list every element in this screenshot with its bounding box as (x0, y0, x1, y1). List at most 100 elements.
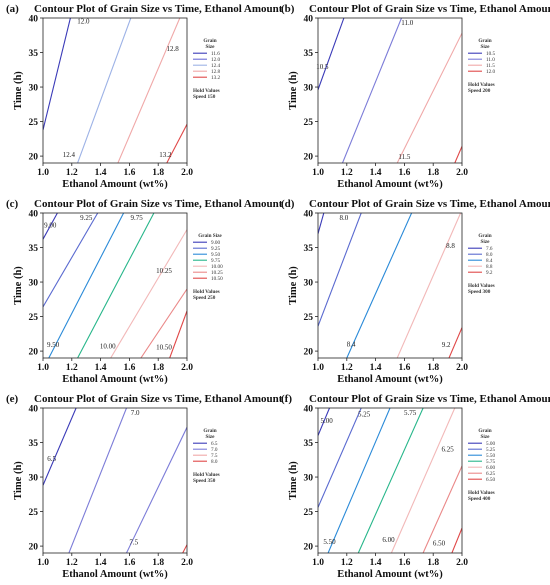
y-tick-label: 35 (29, 439, 39, 449)
y-tick-label: 35 (29, 49, 39, 59)
x-tick-label: 1.0 (37, 168, 49, 178)
hold-values-title: Hold Values (193, 289, 220, 295)
x-tick-label: 1.8 (152, 558, 164, 568)
contour-label: 9.25 (80, 214, 93, 222)
contour-line-9.25 (43, 213, 99, 308)
contour-lines (43, 18, 187, 163)
legend-item: 7.6 (486, 246, 493, 252)
contour-label: 9.2 (442, 341, 451, 349)
y-tick-label: 35 (304, 439, 314, 449)
x-axis-label: Ethanol Amount (wt%) (62, 374, 168, 385)
x-tick-label: 1.6 (123, 558, 135, 568)
contour-line-9.00 (43, 213, 58, 240)
legend-item: 10.00 (211, 264, 223, 270)
x-tick-label: 1.6 (398, 363, 410, 373)
y-tick-label: 20 (304, 543, 314, 553)
chart-title: Contour Plot of Grain Size vs Time, Etha… (309, 3, 550, 15)
x-axis-label: Ethanol Amount (wt%) (62, 569, 168, 580)
legend-title: Grain (478, 233, 491, 239)
legend-item: 5.50 (486, 453, 495, 459)
y-tick-label: 40 (29, 405, 39, 415)
x-tick-label: 1.6 (398, 558, 410, 568)
contour-label: 5.75 (404, 409, 417, 417)
y-tick-label: 30 (304, 84, 314, 94)
contour-line-9.50 (48, 213, 125, 358)
panel-label: (e) (6, 393, 19, 405)
contour-line-11.5 (396, 32, 462, 163)
hold-values-speed: Speed 350 (193, 478, 216, 484)
chart-title: Contour Plot of Grain Size vs Time, Etha… (309, 198, 550, 210)
x-tick-label: 1.4 (95, 558, 107, 568)
contour-label: 9.75 (130, 214, 143, 222)
legend-item: 8.0 (211, 459, 218, 465)
x-tick-label: 2.0 (181, 168, 193, 178)
plot-frame (317, 407, 463, 554)
legend-title: Grain (478, 428, 491, 434)
y-tick-label: 25 (304, 313, 314, 323)
y-tick-label: 20 (29, 348, 39, 358)
contour-label: 6.25 (441, 446, 454, 454)
legend-item: 6.50 (486, 477, 495, 483)
x-tick-label: 1.2 (66, 558, 78, 568)
y-tick-label: 40 (304, 210, 314, 220)
contour-lines (318, 213, 462, 358)
contour-line-13.2 (166, 124, 187, 163)
y-tick-label: 35 (304, 244, 314, 254)
x-tick-label: 1.0 (312, 363, 324, 373)
legend-title: Grain Size (198, 233, 222, 239)
panel-label: (f) (281, 393, 292, 405)
hold-values-title: Hold Values (468, 82, 495, 88)
panel-a: (a) Contour Plot of Grain Size vs Time, E… (0, 0, 283, 195)
panel-label: (c) (6, 198, 19, 210)
hold-values-speed: Speed 300 (468, 289, 491, 295)
contour-lines (43, 213, 187, 358)
contour-label: 9.50 (47, 341, 60, 349)
legend-item: 8.0 (486, 252, 493, 258)
x-tick-label: 1.4 (95, 363, 107, 373)
legend-item: 5.00 (486, 441, 495, 447)
legend-title: Size (206, 44, 216, 50)
y-tick-label: 20 (304, 348, 314, 358)
hold-values-speed: Speed 200 (468, 88, 491, 94)
legend-item: 6.25 (486, 471, 495, 477)
legend-title: Grain (478, 38, 491, 44)
contour-line-5.00 (318, 408, 331, 436)
y-tick-label: 25 (304, 118, 314, 128)
contour-line-6.50 (451, 527, 462, 553)
contour-line-8.8 (396, 213, 462, 358)
panel-b: (b) Contour Plot of Grain Size vs Time, E… (275, 0, 550, 195)
contour-line-11.0 (341, 18, 403, 163)
x-axis-label: Ethanol Amount (wt%) (337, 569, 443, 580)
x-tick-label: 1.2 (66, 363, 78, 373)
panel-d: (d) Contour Plot of Grain Size vs Time, E… (275, 195, 550, 390)
legend-item: 9.00 (211, 240, 220, 246)
contour-label: 12.0 (77, 18, 90, 26)
panel-label: (b) (281, 3, 295, 15)
legend-title: Grain (203, 428, 216, 434)
legend-title: Size (481, 44, 491, 50)
y-tick-label: 30 (29, 474, 39, 484)
contour-plot-a: (a) Contour Plot of Grain Size vs Time, E… (6, 3, 283, 190)
contour-line-10.50 (169, 310, 187, 358)
contour-plot-d: (d) Contour Plot of Grain Size vs Time, E… (281, 198, 550, 385)
legend-item: 8.8 (486, 264, 493, 270)
panel-f: (f) Contour Plot of Grain Size vs Time, E… (275, 390, 550, 585)
legend-item: 9.75 (211, 258, 220, 264)
plot-frame (317, 212, 463, 359)
x-tick-label: 2.0 (456, 363, 468, 373)
x-tick-label: 1.4 (95, 168, 107, 178)
hold-values-speed: Speed 250 (193, 295, 216, 301)
contour-label: 5.00 (321, 417, 334, 425)
contour-line-8.0 (318, 213, 362, 327)
contour-label: 10.5 (316, 63, 329, 71)
contour-line-9.2 (448, 327, 462, 358)
contour-lines (318, 18, 462, 163)
x-tick-label: 1.2 (341, 363, 353, 373)
y-tick-label: 20 (304, 153, 314, 163)
contour-label: 6.50 (433, 539, 446, 547)
y-tick-label: 30 (29, 279, 39, 289)
contour-line-7.6 (318, 213, 325, 234)
contour-plot-c: (c) Contour Plot of Grain Size vs Time, E… (6, 198, 283, 385)
contour-plot-b: (b) Contour Plot of Grain Size vs Time, E… (281, 3, 550, 190)
x-tick-label: 1.0 (37, 363, 49, 373)
